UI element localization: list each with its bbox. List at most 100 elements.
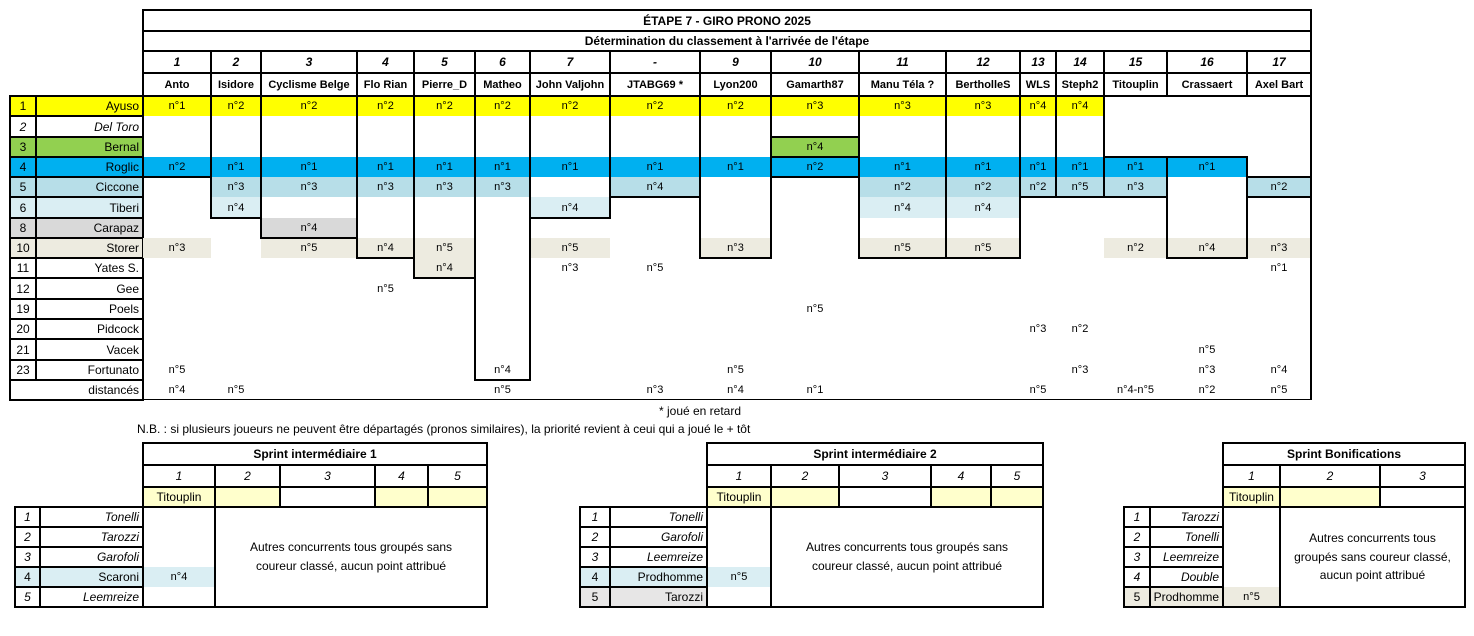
sprint2-player-cell[interactable]: Titouplin xyxy=(706,486,772,508)
player-name-cell[interactable]: WLS xyxy=(1019,72,1057,97)
rider-name-cell[interactable]: Tiberi xyxy=(35,196,144,219)
rider-name-cell[interactable]: Carapaz xyxy=(35,217,144,239)
pick-cell[interactable]: n°1 xyxy=(1167,157,1247,177)
pick-cell[interactable]: n°2 xyxy=(1247,177,1311,197)
sprint3-rider-name[interactable]: Prodhomme xyxy=(1149,586,1224,608)
pick-cell[interactable]: n°4 xyxy=(1167,238,1247,258)
player-name-cell[interactable]: Cyclisme Belge xyxy=(260,72,358,97)
pick-cell[interactable]: n°2 xyxy=(610,96,700,116)
pick-cell[interactable]: n°5 xyxy=(494,384,511,396)
sprint2-pending-cell[interactable] xyxy=(990,486,1044,508)
pick-cell[interactable]: n°4 xyxy=(261,218,357,238)
pick-cell[interactable]: n°1 xyxy=(1056,157,1104,177)
sprint2-pending-cell[interactable] xyxy=(770,486,840,508)
pick-cell[interactable]: n°3 xyxy=(771,96,859,116)
rider-number-cell[interactable]: 19 xyxy=(9,298,37,320)
pick-cell[interactable]: n°5 xyxy=(727,364,744,376)
pick-cell[interactable]: n°3 xyxy=(414,177,475,197)
pick-cell[interactable]: n°2 xyxy=(530,96,610,116)
pick-cell[interactable]: n°5 xyxy=(806,303,824,315)
pick-cell[interactable]: n°1 xyxy=(1104,157,1167,177)
player-name-cell[interactable]: Isidore xyxy=(210,72,262,97)
sprint3-rider-number[interactable]: 5 xyxy=(1123,586,1151,608)
column-number[interactable]: 7 xyxy=(529,50,611,74)
pick-cell[interactable]: n°1 xyxy=(946,157,1020,177)
column-number[interactable]: 6 xyxy=(474,50,531,74)
pick-cell[interactable]: n°4 xyxy=(1270,364,1288,376)
pick-cell[interactable]: n°2 xyxy=(700,96,771,116)
sprint2-rider-name[interactable]: Leemreize xyxy=(609,546,708,568)
pick-cell[interactable]: n°1 xyxy=(859,157,946,177)
pick-cell[interactable]: n°4 xyxy=(610,177,700,197)
column-number[interactable]: 4 xyxy=(356,50,415,74)
pick-cell[interactable]: n°4 xyxy=(946,197,1020,218)
pick-cell[interactable]: n°1 xyxy=(1270,262,1288,274)
rider-number-cell[interactable]: 12 xyxy=(9,277,37,300)
pick-cell[interactable]: n°1 xyxy=(475,157,530,177)
sprint1-pick-cell[interactable]: n°4 xyxy=(143,567,215,587)
pick-cell[interactable]: n°2 xyxy=(771,157,859,177)
pick-cell[interactable]: n°4 xyxy=(494,364,511,376)
column-number[interactable]: - xyxy=(609,50,701,74)
pick-cell[interactable]: n°2 xyxy=(414,96,475,116)
pick-cell[interactable]: n°4-n°5 xyxy=(1117,384,1154,396)
pick-cell[interactable]: n°2 xyxy=(1020,177,1056,197)
sprint1-column-number[interactable]: 2 xyxy=(214,464,281,488)
column-number[interactable]: 2 xyxy=(210,50,262,74)
column-number[interactable]: 1 xyxy=(142,50,212,74)
pick-cell[interactable]: n°4 xyxy=(771,137,859,157)
pick-cell[interactable]: n°2 xyxy=(859,177,946,197)
rider-label-distances[interactable]: distancés xyxy=(9,379,144,401)
player-name-cell[interactable]: Flo Rian xyxy=(356,72,415,97)
player-name-cell[interactable]: JTABG69 * xyxy=(609,72,701,97)
pick-cell[interactable]: n°5 xyxy=(859,238,946,258)
pick-cell[interactable]: n°4 xyxy=(530,197,610,218)
pick-cell[interactable]: n°3 xyxy=(475,177,530,197)
rider-name-cell[interactable]: Del Toro xyxy=(35,115,144,138)
pick-cell[interactable]: n°5 xyxy=(946,238,1020,258)
pick-cell[interactable]: n°1 xyxy=(261,157,357,177)
pick-cell[interactable]: n°4 xyxy=(168,384,186,396)
sprint1-column-number[interactable]: 3 xyxy=(279,464,376,488)
sprint3-column-number[interactable]: 1 xyxy=(1222,464,1281,488)
sprint1-rider-number[interactable]: 4 xyxy=(14,566,41,588)
pick-cell[interactable]: n°1 xyxy=(211,157,261,177)
rider-number-cell[interactable]: 6 xyxy=(9,196,37,219)
rider-number-cell[interactable]: 8 xyxy=(9,217,37,239)
sprint1-rider-number[interactable]: 5 xyxy=(14,586,41,608)
sprint2-rider-name[interactable]: Prodhomme xyxy=(609,566,708,588)
pick-cell[interactable]: n°5 xyxy=(168,364,186,376)
pick-cell[interactable]: n°4 xyxy=(211,197,261,218)
pick-cell[interactable]: n°1 xyxy=(700,157,771,177)
pick-cell[interactable]: n°5 xyxy=(377,282,394,295)
rider-number-cell[interactable]: 3 xyxy=(9,136,37,158)
pick-cell[interactable]: n°2 xyxy=(1104,238,1167,258)
sprint1-rider-name[interactable]: Tarozzi xyxy=(39,526,144,548)
player-name-cell[interactable]: Axel Bart xyxy=(1246,72,1312,97)
pick-cell[interactable]: n°3 xyxy=(859,96,946,116)
rider-number-cell[interactable]: 20 xyxy=(9,318,37,340)
pick-cell[interactable]: n°1 xyxy=(610,157,700,177)
pick-cell[interactable]: n°3 xyxy=(700,238,771,258)
player-name-cell[interactable]: John Valjohn xyxy=(529,72,611,97)
rider-name-cell[interactable]: Ciccone xyxy=(35,176,144,198)
rider-name-cell[interactable]: Fortunato xyxy=(35,359,144,381)
sprint2-rider-number[interactable]: 5 xyxy=(579,586,611,608)
rider-number-cell[interactable]: 1 xyxy=(9,95,37,117)
sprint3-player-cell[interactable]: Titouplin xyxy=(1222,486,1281,508)
sprint1-column-number[interactable]: 1 xyxy=(142,464,216,488)
pick-cell[interactable]: n°4 xyxy=(727,384,744,396)
pick-cell[interactable]: n°3 xyxy=(561,262,579,274)
pick-cell[interactable]: n°3 xyxy=(1198,364,1216,376)
rider-name-cell[interactable]: Poels xyxy=(35,298,144,320)
column-number[interactable]: 12 xyxy=(945,50,1021,74)
rider-number-cell[interactable]: 2 xyxy=(9,115,37,138)
pick-cell[interactable]: n°5 xyxy=(530,238,610,258)
column-number[interactable]: 13 xyxy=(1019,50,1057,74)
pick-cell[interactable]: n°2 xyxy=(143,157,211,177)
pick-cell[interactable]: n°1 xyxy=(1020,157,1056,177)
player-name-cell[interactable]: Titouplin xyxy=(1103,72,1168,97)
sprint3-rider-number[interactable]: 1 xyxy=(1123,506,1151,528)
sprint3-column-number[interactable]: 2 xyxy=(1279,464,1381,488)
sprint1-player-cell[interactable]: Titouplin xyxy=(142,486,216,508)
